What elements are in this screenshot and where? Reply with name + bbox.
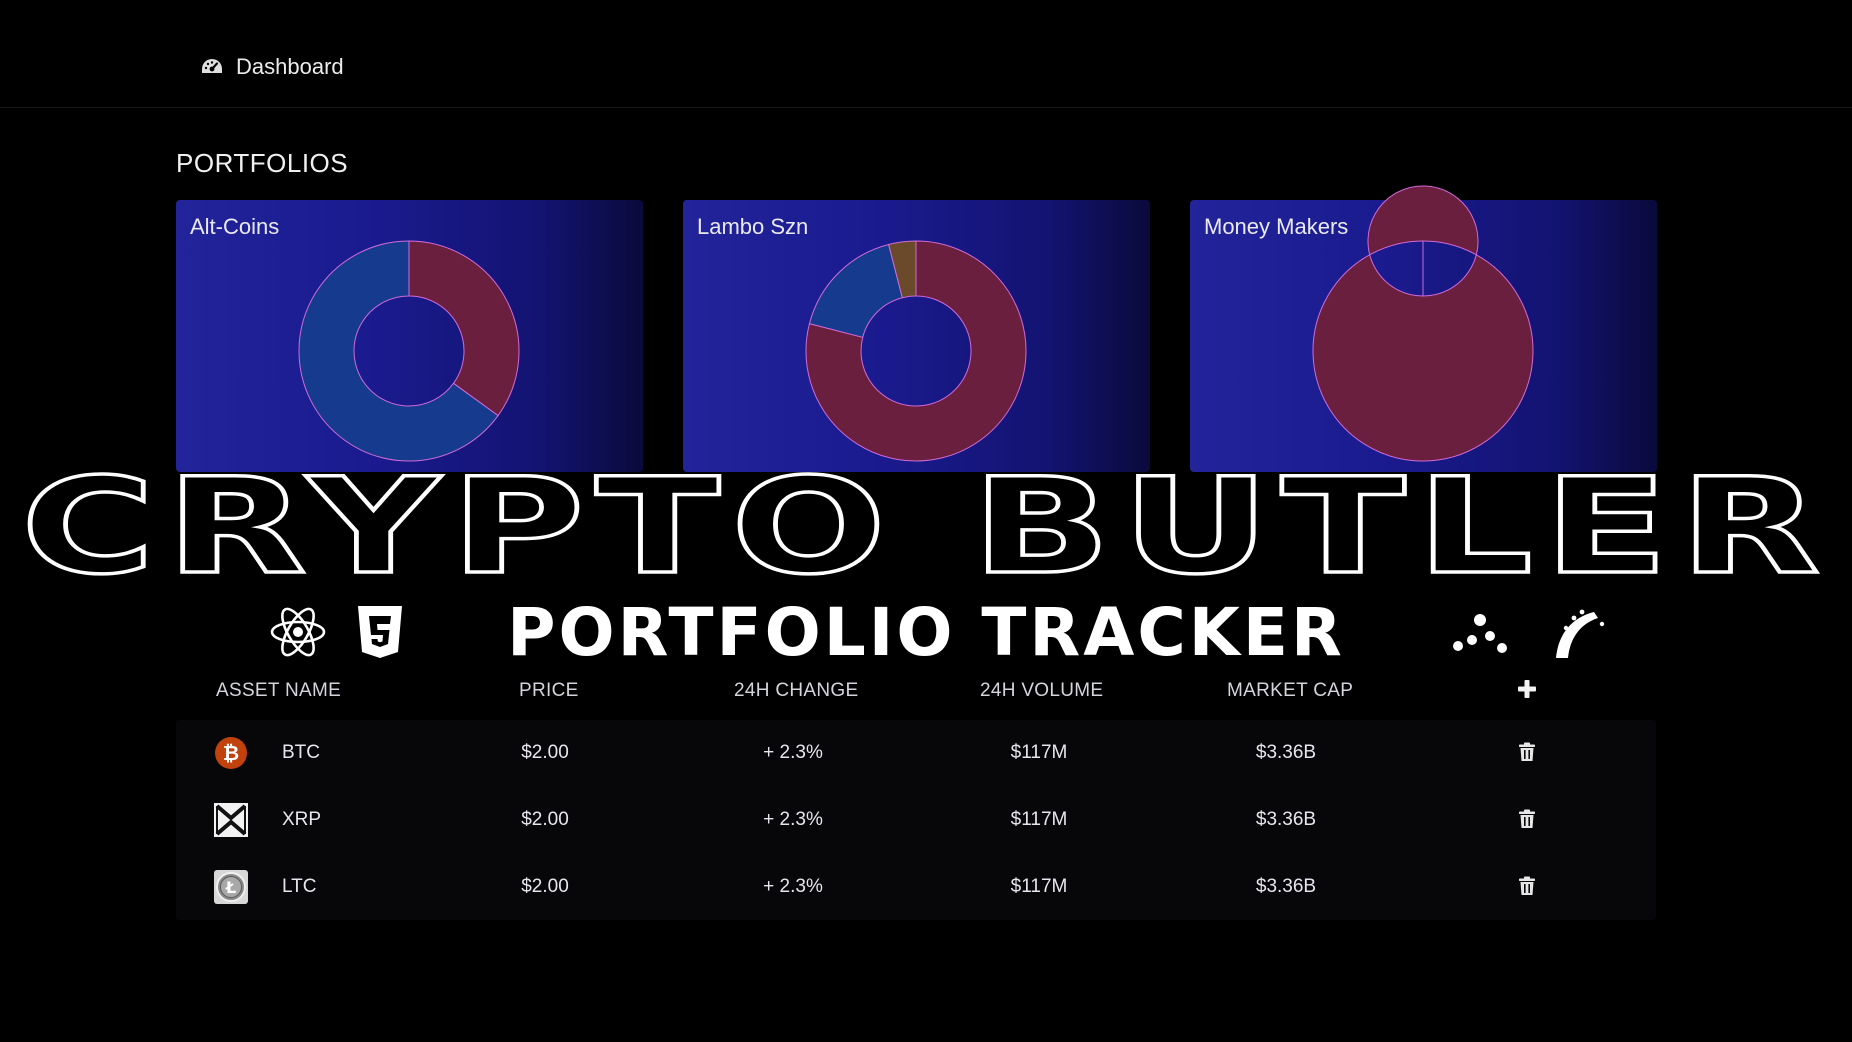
asset-24h-change: + 2.3%: [763, 876, 823, 897]
portfolio-card-title: Money Makers: [1204, 214, 1349, 239]
col-price: PRICE: [519, 680, 579, 701]
asset-market-cap: $3.36B: [1255, 876, 1317, 897]
table-row[interactable]: ₿ BTC $2.00 + 2.3% $117M $3.36B: [176, 720, 1656, 786]
portfolio-card[interactable]: Alt-Coins: [176, 200, 643, 472]
table-row[interactable]: XRP $2.00 + 2.3% $117M $3.36B: [176, 787, 1656, 853]
asset-market-cap: $3.36B: [1255, 809, 1317, 830]
nav-dashboard-label: Dashboard: [236, 54, 344, 79]
col-market-cap: MARKET CAP: [1227, 680, 1354, 701]
portfolio-card[interactable]: Lambo Szn: [683, 200, 1150, 472]
hero-title-svg: CRYPTO BUTLER: [19, 450, 1831, 590]
portfolio-card-title: Lambo Szn: [697, 214, 809, 239]
col-24h-change: 24H CHANGE: [734, 680, 859, 701]
dots-icon: [1453, 614, 1507, 653]
asset-symbol: XRP: [282, 809, 322, 830]
donut-slice: [408, 240, 520, 417]
asset-price: $2.00: [521, 876, 569, 897]
table-row[interactable]: Ł LTC $2.00 + 2.3% $117M $3.36B: [176, 854, 1656, 920]
litecoin-icon: Ł: [214, 870, 248, 904]
trash-icon[interactable]: [1518, 809, 1536, 829]
asset-24h-change: + 2.3%: [763, 809, 823, 830]
asset-price: $2.00: [521, 809, 569, 830]
col-24h-volume: 24H VOLUME: [980, 680, 1104, 701]
asset-24h-change: + 2.3%: [763, 742, 823, 763]
asset-24h-volume: $117M: [1010, 876, 1068, 897]
portfolios-heading: PORTFOLIOS: [176, 148, 349, 178]
donut-slice: [805, 240, 1027, 462]
col-asset-name: ASSET NAME: [216, 680, 342, 701]
portfolio-card-title: Alt-Coins: [190, 214, 280, 239]
hero-title: CRYPTO BUTLER: [21, 450, 1831, 590]
hero-overlay: CRYPTO BUTLER: [0, 450, 1852, 590]
rails-icon: [1556, 609, 1605, 658]
hero-subtitle-row: PORTFOLIO TRACKER: [0, 592, 1852, 672]
plus-icon[interactable]: [1516, 678, 1538, 700]
portfolio-donut-chart: [298, 240, 520, 462]
asset-symbol: BTC: [282, 742, 320, 763]
asset-24h-volume: $117M: [1010, 809, 1068, 830]
donut-slice: [808, 243, 903, 338]
asset-24h-volume: $117M: [1010, 742, 1068, 763]
assets-table: ASSET NAME PRICE 24H CHANGE 24H VOLUME M…: [176, 660, 1656, 920]
xrp-icon: [214, 803, 248, 837]
asset-price: $2.00: [521, 742, 569, 763]
donut-slice: [888, 240, 917, 299]
asset-symbol: LTC: [282, 876, 317, 897]
gauge-icon: [202, 59, 222, 73]
css3-icon: [358, 606, 402, 658]
nav-dashboard-link[interactable]: Dashboard: [200, 54, 344, 80]
table-body: ₿ BTC $2.00 + 2.3% $117M $3.36B XRP: [176, 720, 1656, 920]
trash-icon[interactable]: [1518, 742, 1536, 762]
portfolio-donut-chart: [805, 240, 1027, 462]
table-header: ASSET NAME PRICE 24H CHANGE 24H VOLUME M…: [176, 660, 1656, 720]
portfolio-donut-chart: [1312, 185, 1534, 462]
hero-subtitle: PORTFOLIO TRACKER: [507, 594, 1345, 671]
top-nav: Dashboard: [0, 0, 1852, 108]
react-icon: [270, 607, 326, 657]
asset-market-cap: $3.36B: [1255, 742, 1317, 763]
donut-slice: [1312, 185, 1534, 462]
svg-text:Ł: Ł: [225, 878, 236, 897]
trash-icon[interactable]: [1518, 876, 1536, 896]
portfolio-card[interactable]: Money Makers: [1190, 185, 1657, 472]
donut-slice: [298, 240, 499, 462]
svg-text:₿: ₿: [223, 741, 239, 765]
bitcoin-icon: ₿: [215, 737, 247, 769]
